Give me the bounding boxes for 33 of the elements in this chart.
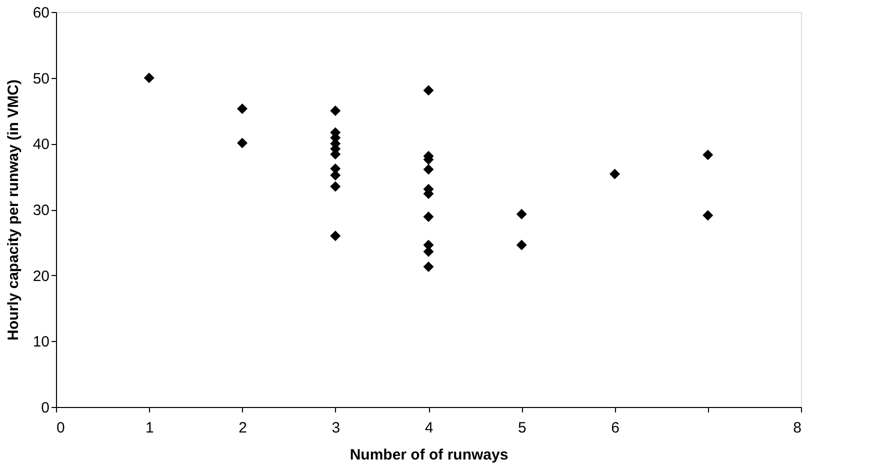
x-tick-label: 1 — [145, 420, 154, 436]
point — [423, 212, 434, 222]
y-tick-label: 60 — [32, 4, 50, 22]
y-axis-title: Hourly capacity per runway (in VMC) — [4, 80, 22, 340]
x-tick-label: 6 — [611, 420, 620, 436]
x-axis-title: Number of of runways — [350, 446, 508, 464]
point — [702, 150, 714, 160]
point — [702, 210, 714, 221]
point — [330, 170, 341, 181]
point — [610, 168, 620, 180]
x-tick-label: 0 — [56, 420, 65, 436]
x-tick-label: 4 — [424, 420, 434, 436]
x-tick-label: 8 — [793, 420, 802, 436]
point — [423, 164, 434, 175]
y-tick-label: 10 — [32, 334, 50, 351]
x-tick-label: 2 — [238, 420, 247, 436]
point — [144, 72, 154, 84]
point — [423, 85, 434, 96]
point — [330, 230, 341, 242]
point — [237, 138, 248, 148]
y-tick-label: 40 — [32, 136, 50, 154]
point — [516, 208, 527, 220]
y-tick-label: 50 — [32, 70, 50, 88]
y-tick-label: 20 — [32, 268, 50, 285]
y-tick-label: 30 — [32, 202, 50, 219]
point — [330, 181, 341, 192]
x-tick-label: 5 — [518, 420, 526, 436]
point — [237, 104, 248, 114]
x-tick-label: 3 — [332, 420, 340, 436]
point — [516, 240, 527, 250]
y-tick-label: 0 — [41, 400, 50, 416]
point — [330, 106, 341, 116]
point — [423, 262, 434, 272]
